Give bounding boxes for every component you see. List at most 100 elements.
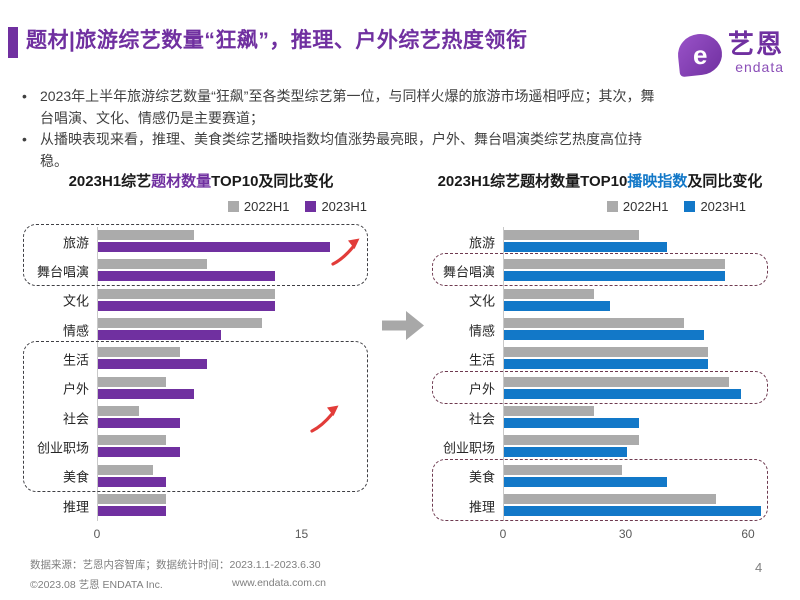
- category-label: 创业职场: [442, 440, 495, 456]
- category-label: 生活: [468, 352, 495, 368]
- legend-item-2022h1: 2022H1: [227, 199, 290, 214]
- category-label: 舞台唱演: [442, 264, 495, 280]
- bar-group: [504, 406, 639, 429]
- category-label: 户外: [468, 381, 495, 397]
- chart-title-prefix: 2023H1综艺题材数量TOP10: [437, 173, 628, 190]
- bar-2022h1: [98, 347, 180, 358]
- category-label: 旅游: [468, 235, 495, 250]
- category-row: 户外: [22, 374, 380, 403]
- bar-2023h1: [98, 506, 167, 517]
- page-number: 4: [755, 560, 763, 575]
- axis-tick-label: 0: [499, 527, 507, 541]
- bar-2022h1: [504, 318, 684, 329]
- category-row: 文化: [22, 286, 380, 315]
- bar-2023h1: [504, 271, 725, 282]
- bar-group: [504, 435, 639, 458]
- category-row: 舞台唱演: [420, 256, 780, 285]
- legend-label: 2022H1: [243, 199, 290, 214]
- chart-title: 2023H1综艺题材数量TOP10及同比变化: [22, 170, 380, 192]
- category-label: 文化: [468, 293, 495, 309]
- category-row: 创业职场: [22, 432, 380, 461]
- footer-website: www.endata.com.cn: [232, 577, 326, 589]
- category-row: 生活: [420, 344, 780, 373]
- bar-group: [504, 318, 705, 341]
- bar-group: [98, 435, 180, 458]
- bullet-text: 2023年上半年旅游综艺数量“狂飙”至各类型综艺第一位，与同样火爆的旅游市场遥相…: [40, 88, 655, 126]
- bar-group: [98, 288, 276, 311]
- bar-group: [504, 376, 741, 399]
- category-row: 情感: [420, 315, 780, 344]
- category-label: 社会: [468, 411, 495, 427]
- endata-logo-icon: e: [675, 31, 725, 78]
- bar-2022h1: [504, 464, 623, 475]
- chart-title-highlight: 播映指数: [627, 173, 688, 190]
- axis-line: [503, 227, 504, 521]
- chart-title-suffix: TOP10及同比变化: [211, 173, 334, 190]
- bar-2023h1: [98, 447, 180, 458]
- plot-area-topic-count: 旅游 舞台唱演 文化 情感 生活 户外 社会 创业职场 美食 推理 0 15: [22, 224, 380, 552]
- legend: 2022H1 2023H1: [22, 199, 380, 214]
- category-label: 文化: [62, 293, 89, 309]
- logo-text-group: 艺恩 endata: [728, 30, 784, 74]
- category-row: 美食: [22, 462, 380, 491]
- bar-2023h1: [98, 300, 276, 311]
- axis-tick-label: 15: [294, 527, 309, 541]
- bar-2022h1: [98, 376, 167, 387]
- bar-2023h1: [98, 418, 180, 429]
- legend-swatch-2022h1: [606, 201, 618, 212]
- bar-2022h1: [98, 259, 208, 270]
- category-row: 社会: [22, 403, 380, 432]
- bar-group: [98, 259, 276, 282]
- bullet-item: • 从播映表现来看，推理、美食类综艺播映指数均值涨势最亮眼，户外、舞台唱演类综艺…: [22, 129, 668, 172]
- bar-group: [98, 230, 330, 252]
- category-row: 舞台唱演: [22, 256, 380, 285]
- bar-group: [504, 259, 725, 282]
- bar-2022h1: [98, 464, 153, 475]
- bar-group: [98, 406, 180, 429]
- category-row: 美食: [420, 462, 780, 491]
- bar-group: [98, 464, 167, 487]
- endata-logo: e 艺恩 endata: [675, 30, 784, 78]
- bar-2022h1: [98, 318, 262, 329]
- bar-2022h1: [504, 259, 725, 270]
- legend-label: 2023H1: [700, 199, 746, 214]
- bar-group: [504, 288, 611, 311]
- legend-item-2023h1: 2023H1: [684, 199, 746, 214]
- chart-title: 2023H1综艺题材数量TOP10播映指数及同比变化: [420, 170, 780, 192]
- legend-label: 2022H1: [622, 199, 669, 214]
- bar-2022h1: [504, 347, 709, 358]
- bar-2023h1: [504, 330, 705, 341]
- bar-group: [504, 347, 709, 370]
- category-row: 旅游: [420, 227, 780, 256]
- trend-up-arrow-icon: [310, 405, 339, 433]
- bar-2023h1: [98, 359, 208, 370]
- category-row: 推理: [420, 491, 780, 520]
- axis-tick-label: 30: [618, 527, 633, 541]
- category-row: 生活: [22, 344, 380, 373]
- bar-2023h1: [98, 271, 276, 282]
- bar-2023h1: [504, 447, 627, 458]
- bar-group: [98, 318, 262, 341]
- bar-2023h1: [504, 388, 741, 399]
- bar-2022h1: [504, 288, 594, 299]
- bar-2022h1: [98, 288, 276, 299]
- bar-2023h1: [98, 330, 221, 341]
- category-label: 美食: [62, 469, 89, 485]
- axis-tick-label: 0: [93, 527, 101, 541]
- page-title: 题材|旅游综艺数量“狂飙”，推理、户外综艺热度领衔: [26, 29, 528, 52]
- bar-2023h1: [504, 300, 611, 311]
- category-label: 创业职场: [36, 440, 89, 456]
- category-label: 生活: [62, 352, 89, 368]
- legend-swatch-2022h1: [227, 201, 239, 212]
- bar-group: [504, 230, 668, 252]
- bar-2023h1: [504, 359, 709, 370]
- chart-title-suffix: 及同比变化: [687, 173, 763, 190]
- bar-group: [98, 347, 208, 370]
- bar-group: [504, 494, 762, 517]
- category-label: 舞台唱演: [36, 264, 89, 280]
- category-row: 情感: [22, 315, 380, 344]
- bar-2023h1: [98, 242, 330, 252]
- category-label: 情感: [62, 323, 89, 339]
- bullet-text: 从播映表现来看，推理、美食类综艺播映指数均值涨势最亮眼，户外、舞台唱演类综艺热度…: [40, 131, 642, 169]
- category-label: 推理: [62, 499, 89, 515]
